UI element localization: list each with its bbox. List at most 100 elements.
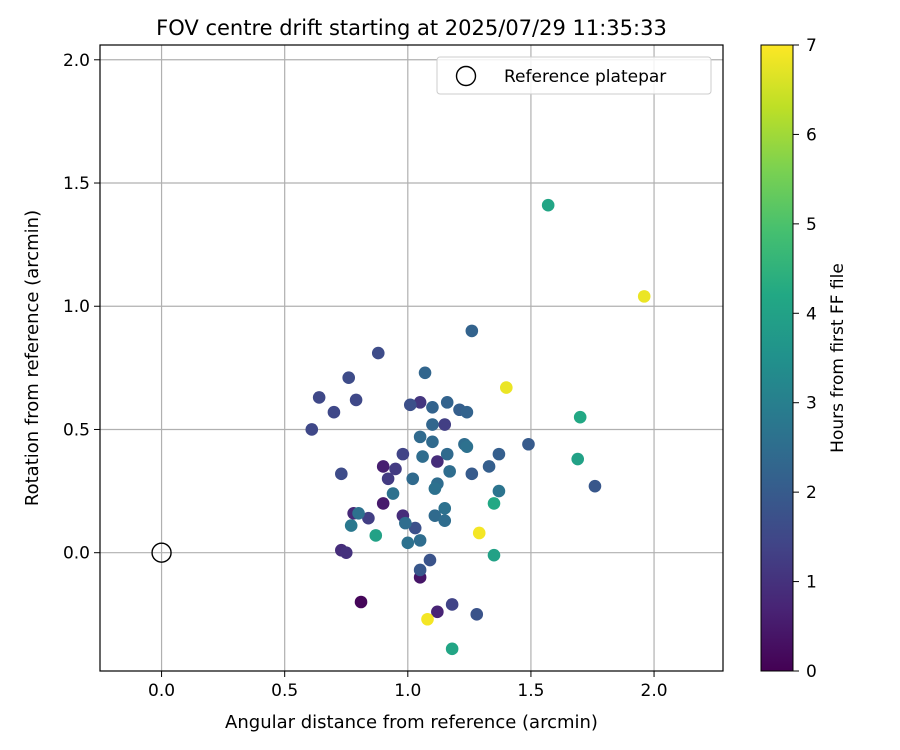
scatter-point-17 <box>305 423 319 436</box>
scatter-point-60 <box>492 484 506 498</box>
y-tick-label-4: 2.0 <box>63 51 90 71</box>
scatter-point-19 <box>327 405 341 419</box>
scatter-point-37 <box>440 396 454 409</box>
x-axis-label: Angular distance from reference (arcmin) <box>225 712 598 733</box>
scatter-point-41 <box>413 430 427 444</box>
scatter-point-10 <box>413 396 427 409</box>
y-tick-label-0: 0.0 <box>63 544 90 564</box>
scatter-point-36 <box>460 405 474 419</box>
scatter-point-53 <box>344 519 358 532</box>
colorbar: 0 1 2 3 4 5 6 7 Hours from first FF file <box>760 36 848 682</box>
chart-title: FOV centre drift starting at 2025/07/29 … <box>156 16 667 40</box>
scatter-point-2 <box>431 605 444 619</box>
scatter-point-57 <box>428 509 442 523</box>
x-tick-label-3: 1.5 <box>517 681 544 701</box>
y-tick-label-1: 0.5 <box>63 420 90 440</box>
scatter-points <box>305 198 651 656</box>
scatter-point-22 <box>349 393 363 407</box>
scatter-point-14 <box>438 418 452 431</box>
scatter-point-31 <box>492 447 506 461</box>
scatter-point-16 <box>396 447 410 461</box>
scatter-point-54 <box>399 516 412 530</box>
scatter-point-28 <box>413 563 427 577</box>
scatter-point-61 <box>487 548 501 562</box>
y-axis-ticks: 0.0 0.5 1.0 1.5 2.0 <box>63 51 100 564</box>
scatter-point-51 <box>386 487 400 500</box>
scatter-point-64 <box>445 642 459 656</box>
x-tick-label-0: 0.0 <box>148 681 175 701</box>
legend: Reference platepar <box>436 56 712 95</box>
scatter-point-63 <box>369 529 383 542</box>
colorbar-tick-label-0: 0 <box>806 662 817 682</box>
scatter-point-44 <box>440 447 454 461</box>
colorbar-tick-label-4: 4 <box>806 304 817 324</box>
scatter-point-62 <box>487 497 501 510</box>
scatter-point-40 <box>426 418 439 431</box>
scatter-point-34 <box>465 467 479 481</box>
scatter-point-59 <box>438 514 452 527</box>
scatter-point-58 <box>438 502 452 515</box>
scatter-point-67 <box>573 410 587 424</box>
reference-point <box>151 542 172 563</box>
legend-marker-open-circle <box>455 65 477 87</box>
scatter-point-33 <box>482 460 496 473</box>
colorbar-tick-label-3: 3 <box>806 394 817 414</box>
scatter-point-4 <box>339 546 353 560</box>
scatter-point-39 <box>418 366 432 380</box>
reference-marker <box>151 542 172 563</box>
x-axis-ticks: 0.0 0.5 1.0 1.5 2.0 <box>148 671 668 701</box>
x-tick-label-2: 1.0 <box>394 681 421 701</box>
colorbar-tick-label-1: 1 <box>806 573 817 593</box>
scatter-point-65 <box>541 198 555 212</box>
y-axis-label: Rotation from reference (arcmin) <box>22 210 43 506</box>
scatter-point-6 <box>376 497 390 510</box>
plot-frame <box>99 44 724 672</box>
colorbar-label: Hours from first FF file <box>828 263 848 453</box>
scatter-point-66 <box>571 452 585 466</box>
x-tick-label-4: 2.0 <box>641 681 668 701</box>
scatter-point-12 <box>381 472 395 486</box>
scatter-point-26 <box>423 553 437 567</box>
scatter-point-69 <box>637 290 651 303</box>
scatter-point-46 <box>460 440 474 454</box>
scatter-point-55 <box>401 536 415 550</box>
colorbar-gradient <box>760 44 794 672</box>
scatter-point-43 <box>416 450 429 463</box>
scatter-point-0 <box>354 595 368 609</box>
scatter-point-68 <box>500 381 513 394</box>
x-tick-label-1: 0.5 <box>271 681 298 701</box>
scatter-point-29 <box>588 479 602 493</box>
y-tick-label-2: 1.0 <box>63 297 90 317</box>
colorbar-tick-label-6: 6 <box>806 125 817 145</box>
scatter-point-20 <box>335 467 348 481</box>
scatter-point-15 <box>445 598 459 611</box>
scatter-point-21 <box>342 371 356 385</box>
scatter-point-23 <box>371 346 385 360</box>
colorbar-ticks: 0 1 2 3 4 5 6 7 <box>793 36 817 682</box>
scatter-point-13 <box>362 511 375 525</box>
y-tick-label-3: 1.5 <box>63 174 90 194</box>
scatter-point-52 <box>352 506 365 520</box>
scatter-point-49 <box>428 482 442 495</box>
scatter-point-71 <box>421 612 434 626</box>
scatter-point-27 <box>470 608 484 621</box>
scatter-point-56 <box>413 534 427 547</box>
colorbar-tick-label-2: 2 <box>806 483 817 503</box>
scatter-point-47 <box>443 465 456 478</box>
grid-lines <box>100 45 723 671</box>
scatter-point-24 <box>403 398 417 412</box>
scatter-point-25 <box>408 521 422 535</box>
colorbar-tick-label-7: 7 <box>806 36 817 56</box>
legend-label-reference-platepar: Reference platepar <box>504 67 666 87</box>
scatter-point-11 <box>389 462 402 476</box>
scatter-point-18 <box>312 391 326 404</box>
colorbar-tick-label-5: 5 <box>806 215 817 235</box>
scatter-point-32 <box>465 324 479 338</box>
scatter-point-5 <box>376 460 390 473</box>
scatter-point-30 <box>522 437 535 451</box>
legend-frame <box>436 56 712 95</box>
scatter-point-70 <box>472 526 486 540</box>
scatter-point-50 <box>406 472 420 486</box>
scatter-point-38 <box>426 400 439 414</box>
